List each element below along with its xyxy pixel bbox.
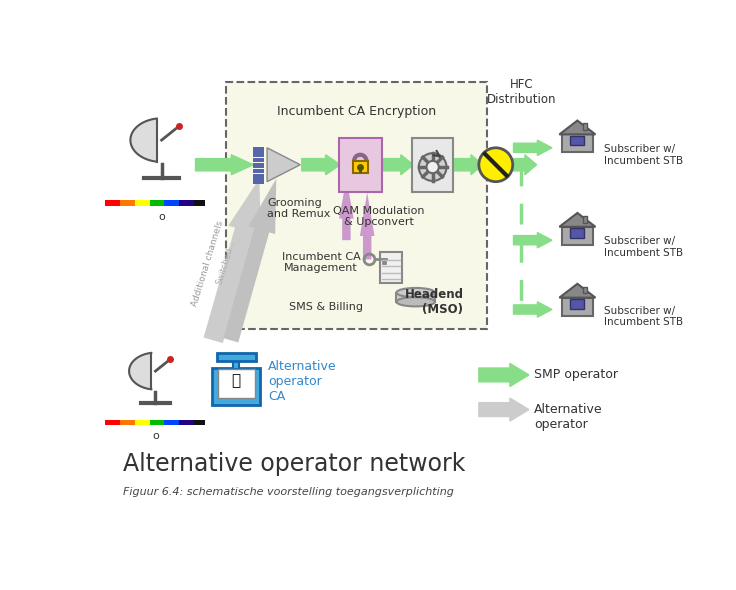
Bar [164,419,179,425]
Polygon shape [514,232,552,248]
Bar [562,227,592,245]
Bar [194,200,205,205]
FancyBboxPatch shape [412,138,453,192]
Bar [120,200,135,205]
Bar [381,252,402,283]
Text: 🔑: 🔑 [232,373,241,388]
Bar [135,200,149,205]
Bar [253,169,264,173]
Ellipse shape [397,297,435,306]
Bar [583,123,587,130]
Bar [570,136,584,146]
Polygon shape [204,179,261,343]
Bar [583,287,587,293]
Bar [353,161,368,173]
Circle shape [426,161,439,173]
Bar [120,419,135,425]
Text: Additional channels: Additional channels [191,219,225,307]
Bar [194,419,205,425]
Bar [397,293,435,302]
Bar [135,419,149,425]
Text: SMP operator: SMP operator [534,368,618,382]
Polygon shape [514,140,552,156]
Text: QAM Modulation
& Upconvert: QAM Modulation & Upconvert [333,205,425,227]
Polygon shape [360,192,375,260]
Bar [226,83,486,329]
Bar [217,353,255,361]
Bar [570,299,584,309]
Bar [253,152,264,157]
Text: Subscriber w/
Incumbent STB: Subscriber w/ Incumbent STB [604,237,684,258]
Polygon shape [339,179,354,240]
Bar [562,135,592,152]
Polygon shape [479,398,529,421]
Polygon shape [559,284,595,297]
Polygon shape [196,155,253,175]
Circle shape [479,148,513,182]
Text: SMS & Billing: SMS & Billing [289,302,363,312]
Text: Grooming
and Remux: Grooming and Remux [267,198,330,219]
Polygon shape [267,148,300,182]
Polygon shape [559,213,595,227]
Polygon shape [514,302,552,317]
Polygon shape [381,155,414,175]
Bar [253,174,264,179]
Text: Alternative
operator
CA: Alternative operator CA [268,359,336,402]
Bar [253,147,264,152]
Text: HFC
Distribution: HFC Distribution [486,78,556,107]
Polygon shape [452,155,483,175]
Bar [105,419,120,425]
Bar [149,419,164,425]
Bar [570,228,584,238]
Text: o: o [158,212,165,222]
FancyBboxPatch shape [339,138,382,192]
Text: Incumbent CA
Management: Incumbent CA Management [282,252,361,273]
Bar [105,200,120,205]
Text: Subscriber w/
Incumbent STB: Subscriber w/ Incumbent STB [604,144,684,166]
Text: Headend
(MSO): Headend (MSO) [405,288,464,316]
Bar [179,419,194,425]
Text: Alternative
operator: Alternative operator [534,404,603,431]
Bar [253,158,264,162]
Polygon shape [302,155,340,175]
Polygon shape [506,155,537,175]
Circle shape [419,153,447,181]
Polygon shape [224,179,276,342]
Text: o: o [152,431,159,441]
Polygon shape [129,353,152,389]
Text: Figuur 6.4: schematische voorstelling toegangsverplichting: Figuur 6.4: schematische voorstelling to… [123,487,454,497]
Polygon shape [479,363,529,386]
Bar [253,179,264,184]
Bar [179,200,194,205]
Bar [562,297,592,316]
Polygon shape [559,120,595,135]
Polygon shape [130,119,157,162]
Text: Alternative operator network: Alternative operator network [123,452,465,476]
Bar [149,200,164,205]
FancyBboxPatch shape [213,368,260,405]
Bar [233,359,239,369]
Text: Subscriber w/
Incumbent STB: Subscriber w/ Incumbent STB [604,306,684,327]
Bar [583,216,587,222]
Bar [253,163,264,168]
Bar [164,200,179,205]
Bar [218,369,255,398]
Text: Incumbent CA Encryption: Incumbent CA Encryption [277,106,436,119]
Text: Switched...: Switched... [215,238,237,285]
Ellipse shape [397,288,435,297]
